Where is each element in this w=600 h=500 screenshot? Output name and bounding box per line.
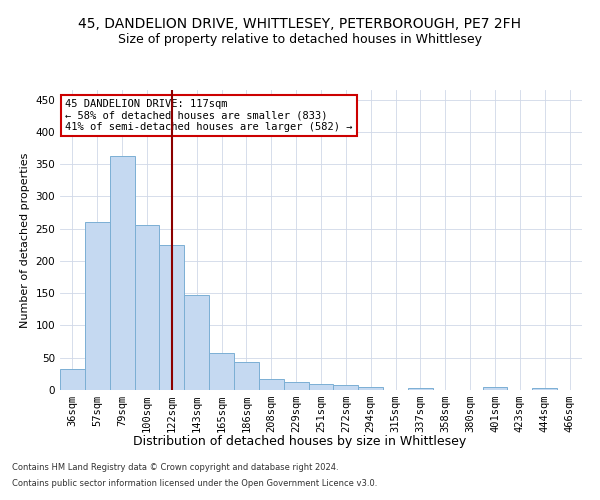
Bar — [259, 379, 284, 390]
Bar — [358, 387, 383, 390]
Text: 45, DANDELION DRIVE, WHITTLESEY, PETERBOROUGH, PE7 2FH: 45, DANDELION DRIVE, WHITTLESEY, PETERBO… — [79, 18, 521, 32]
Bar — [184, 294, 209, 390]
Bar — [160, 245, 184, 390]
Text: 45 DANDELION DRIVE: 117sqm
← 58% of detached houses are smaller (833)
41% of sem: 45 DANDELION DRIVE: 117sqm ← 58% of deta… — [65, 99, 353, 132]
Bar — [134, 226, 160, 390]
Bar — [85, 222, 110, 390]
Bar — [60, 370, 85, 390]
Bar — [234, 362, 259, 390]
Bar — [482, 388, 508, 390]
Bar — [334, 386, 358, 390]
Bar — [110, 156, 134, 390]
Bar — [284, 382, 308, 390]
Bar — [308, 384, 334, 390]
Bar — [532, 388, 557, 390]
Text: Size of property relative to detached houses in Whittlesey: Size of property relative to detached ho… — [118, 32, 482, 46]
Bar — [408, 388, 433, 390]
Text: Distribution of detached houses by size in Whittlesey: Distribution of detached houses by size … — [133, 435, 467, 448]
Bar — [209, 353, 234, 390]
Text: Contains public sector information licensed under the Open Government Licence v3: Contains public sector information licen… — [12, 478, 377, 488]
Y-axis label: Number of detached properties: Number of detached properties — [20, 152, 30, 328]
Text: Contains HM Land Registry data © Crown copyright and database right 2024.: Contains HM Land Registry data © Crown c… — [12, 464, 338, 472]
